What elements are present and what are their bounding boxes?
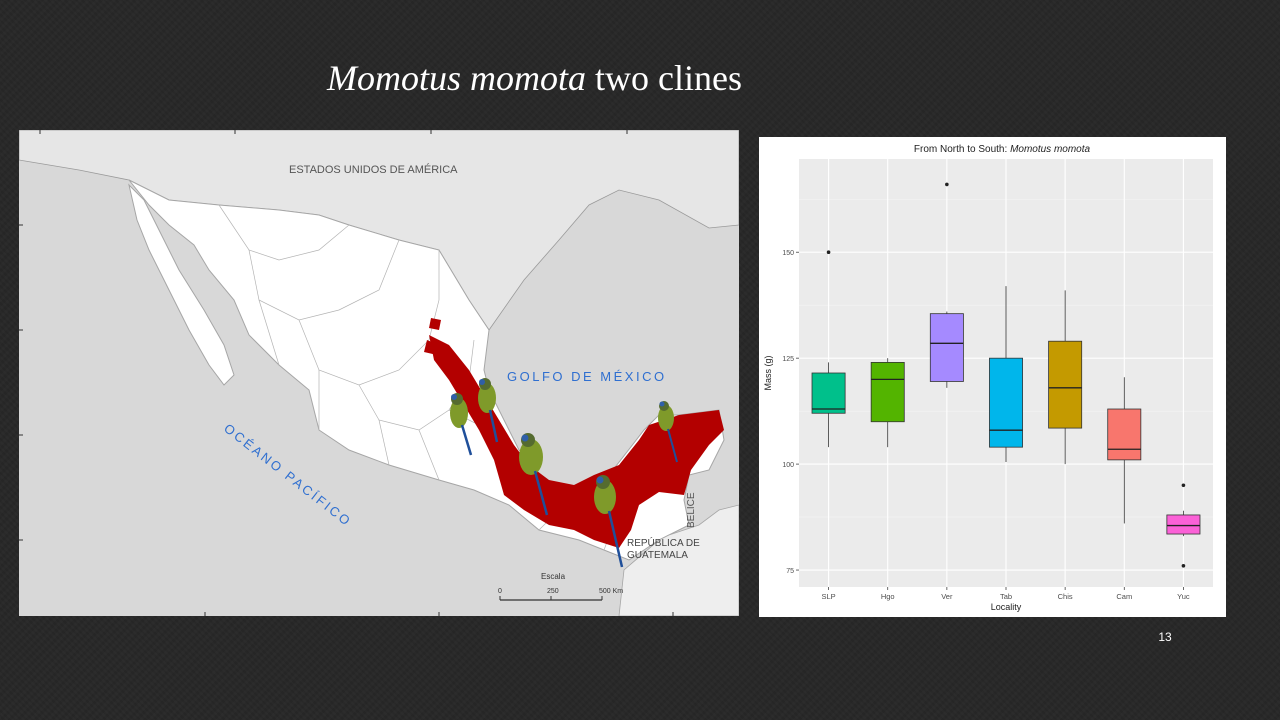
box-chis <box>1048 290 1083 465</box>
usa-label: ESTADOS UNIDOS DE AMÉRICA <box>289 163 458 176</box>
box-iqr <box>989 357 1023 448</box>
box-cam <box>1107 377 1142 524</box>
box-iqr <box>1107 408 1142 461</box>
axes-layer: 75 100 125 150 SLP Hgo Ver Tab Chis Cam Yuc <box>782 250 1190 601</box>
mexico-range-map: ESTADOS UNIDOS DE AMÉRICA GOLFO DE MÉXIC… <box>19 130 739 616</box>
guatemala-label-line2: GUATEMALA <box>627 550 688 561</box>
box-iqr <box>1166 514 1201 535</box>
species-range <box>424 318 724 548</box>
guatemala-label-line1: REPÚBLICA DE <box>627 536 700 549</box>
scale-title: Escala <box>541 572 566 581</box>
x-axis-label: Locality <box>991 602 1022 612</box>
motmot-icon <box>519 433 549 516</box>
scale-250: 250 <box>547 588 559 595</box>
box-ver <box>929 182 964 388</box>
motmot-icon <box>450 393 473 456</box>
scale-bar: Escala 0 250 500 Km <box>498 572 623 601</box>
chart-title: From North to South: Momotus momota <box>914 144 1091 155</box>
x-tick-label: Hgo <box>881 592 895 601</box>
motmot-icon <box>478 378 499 443</box>
outlier-point <box>826 250 831 255</box>
y-tick-label: 100 <box>782 462 794 469</box>
outlier-point <box>1181 564 1186 568</box>
box-slp <box>811 250 846 448</box>
slide-title-rest: two clines <box>586 58 742 98</box>
baja-california <box>128 183 235 386</box>
box-hgo <box>870 358 905 448</box>
mexico-land <box>128 179 725 561</box>
x-tick-label: Ver <box>941 592 953 601</box>
outlier-point <box>1181 483 1186 488</box>
mass-boxplot: From North to South: Momotus momota 75 10… <box>763 144 1213 612</box>
motmot-birds <box>450 378 678 568</box>
box-iqr <box>929 313 964 382</box>
box-iqr <box>811 372 846 414</box>
box-iqr <box>1048 340 1083 429</box>
y-axis-label: Mass (g) <box>763 355 773 390</box>
map-frame-ticks <box>19 130 674 616</box>
box-iqr <box>870 362 905 423</box>
mass-boxplot-panel: From North to South: Momotus momota 75 10… <box>759 137 1226 617</box>
x-tick-label: SLP <box>821 592 835 601</box>
gulf-label: GOLFO DE MÉXICO <box>507 369 667 384</box>
y-tick-label: 125 <box>782 356 794 363</box>
outlier-point <box>945 182 949 187</box>
slide-title-species: Momotus momota <box>327 58 586 98</box>
boxes-layer <box>811 182 1201 568</box>
x-tick-label: Cam <box>1116 592 1132 601</box>
motmot-icon <box>658 401 678 463</box>
scale-0: 0 <box>498 588 502 595</box>
map-svg: ESTADOS UNIDOS DE AMÉRICA GOLFO DE MÉXIC… <box>19 130 739 616</box>
page-number: 13 <box>1158 630 1172 644</box>
y-tick-label: 150 <box>782 250 794 257</box>
x-tick-label: Chis <box>1058 592 1073 601</box>
guatemala-land <box>618 504 739 616</box>
box-yuc <box>1166 483 1201 568</box>
x-tick-label: Yuc <box>1177 592 1190 601</box>
y-tick-label: 75 <box>786 568 794 575</box>
motmot-icon <box>594 475 624 568</box>
box-tab <box>989 286 1023 462</box>
belize-label: BELICE <box>686 492 697 528</box>
chart-title-prefix: From North to South: <box>914 144 1010 155</box>
x-tick-label: Tab <box>1000 592 1012 601</box>
scale-500: 500 Km <box>599 588 623 595</box>
slide-title: Momotus momota two clines <box>327 56 927 100</box>
chart-title-species: Momotus momota <box>1010 144 1090 155</box>
